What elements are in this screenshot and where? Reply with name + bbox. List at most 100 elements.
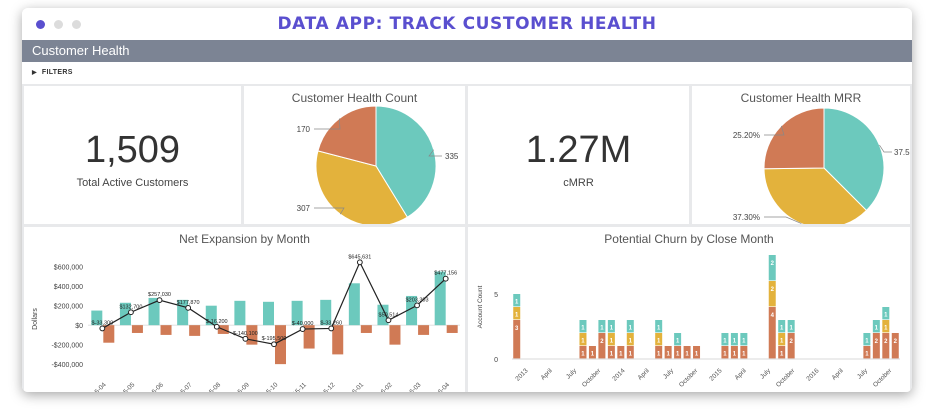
churn-bar-segment [730,346,738,359]
leader-line [879,144,892,153]
churn-bar-segment [768,255,776,281]
segment-label: 2 [600,339,604,345]
churn-bar-segment [513,307,521,320]
y-tick-label: $600,000 [54,265,83,272]
segment-label: 2 [771,261,775,267]
churn-bar-segment [664,346,672,359]
window-maximize-dot[interactable] [72,20,81,29]
churn-bar-segment [693,346,701,359]
x-tick-label: 2015-07 [172,381,194,392]
bar-positive [320,299,332,326]
segment-label: 1 [723,339,727,345]
x-tick-label: 2015-12 [315,381,337,392]
y-axis-label: Account Count [477,285,484,328]
churn-bar-segment [863,346,871,359]
segment-label: 1 [581,326,585,332]
bar-positive [234,300,246,326]
churn-bar-segment [579,333,587,346]
bar-negative [103,325,115,343]
slice-label: 307 [297,204,311,213]
bar-negative [275,325,286,365]
churn-bar-segment [721,333,729,346]
dashboard-header: Customer Health [22,40,912,62]
data-label: $-140,100 [233,331,258,337]
bar-positive [263,301,274,326]
pie-chart-health-mrr: 37.50% 37.30% 25.20% [733,107,910,224]
x-tick-label: 2016 [805,367,820,382]
bar-positive [91,310,103,326]
leader-line [764,125,785,136]
segment-label: 1 [581,339,585,345]
title-bar: DATA APP: TRACK CUSTOMER HEALTH [22,8,912,40]
churn-bar-segment [626,346,634,359]
y-tick-label: 5 [494,292,498,299]
y-tick-label: -$400,000 [51,362,83,369]
bar-chart-net-expansion: $600,000 $400,000 $200,000 $0 -$200,000 -$400… [32,254,460,392]
churn-bar-segment [598,320,606,333]
segment-label: 1 [515,313,519,319]
churn-bar-segment [787,333,795,359]
chart-title: Customer Health MRR [740,91,862,105]
bar-negative [332,325,344,355]
bar-negative [189,325,201,336]
data-label: $-16,200 [206,319,228,325]
panel-potential-churn: Potential Churn by Close Month 0 5 Account… [468,227,910,392]
bar-positive [205,305,217,326]
net-point [213,323,220,330]
net-point [156,297,163,304]
x-tick-label: 2015-09 [229,381,251,392]
net-point [385,317,392,324]
churn-bar-segment [598,333,606,359]
data-label: $-195,500 [262,336,287,342]
churn-bar-segment [513,294,521,307]
x-tick-label: 2016-04 [429,381,451,392]
churn-bar-segment [740,333,748,346]
window-minimize-dot[interactable] [54,20,63,29]
slice-label: 37.30% [733,213,760,222]
bar-positive [291,300,303,326]
net-point [128,309,134,316]
kpi-label: cMRR [563,177,594,189]
segment-label: 1 [629,326,633,332]
x-tick-label: October [678,367,700,389]
bar-negative [446,325,458,333]
window-close-dot[interactable] [36,20,45,29]
slice-label: 170 [297,125,311,134]
segment-label: 3 [515,326,519,332]
y-tick-label: $0 [75,323,83,330]
net-point [328,325,335,332]
leader-line [764,216,802,224]
churn-bar-segment [882,307,890,320]
segment-label: 1 [789,326,793,332]
x-tick-label: April [831,367,846,382]
churn-bar-segment [607,320,615,333]
x-tick-label: 2016-01 [343,381,365,392]
y-axis-label: Dollars [32,308,39,330]
segment-label: 1 [780,326,784,332]
segment-label: 1 [742,352,746,358]
data-label: $203,303 [406,297,429,303]
segment-label: 1 [676,352,680,358]
churn-bar-segment [655,333,663,346]
churn-bar-segment [882,320,890,333]
churn-bar-segment [626,333,634,346]
x-tick-label: 2016-02 [372,381,394,392]
churn-bar-segment [607,333,615,346]
filters-toggle[interactable]: ▶ FILTERS [32,69,73,76]
x-tick-label: 2015-04 [86,381,108,392]
x-tick-label: 2013 [514,367,529,382]
segment-label: 1 [600,326,604,332]
filters-label: FILTERS [41,69,73,76]
churn-bar-segment [513,320,521,359]
segment-label: 2 [789,339,793,345]
segment-label: 1 [619,352,623,358]
bar-negative [360,325,372,333]
x-tick-label: October [872,367,894,389]
x-tick-label: 2016-03 [401,381,423,392]
churn-bar-segment [588,346,596,359]
segment-label: 4 [771,313,775,319]
churn-bar-segment [872,320,880,333]
y-tick-label: $400,000 [54,284,83,291]
dashboard-title: Customer Health [32,43,130,58]
churn-bar-segment [768,307,776,359]
